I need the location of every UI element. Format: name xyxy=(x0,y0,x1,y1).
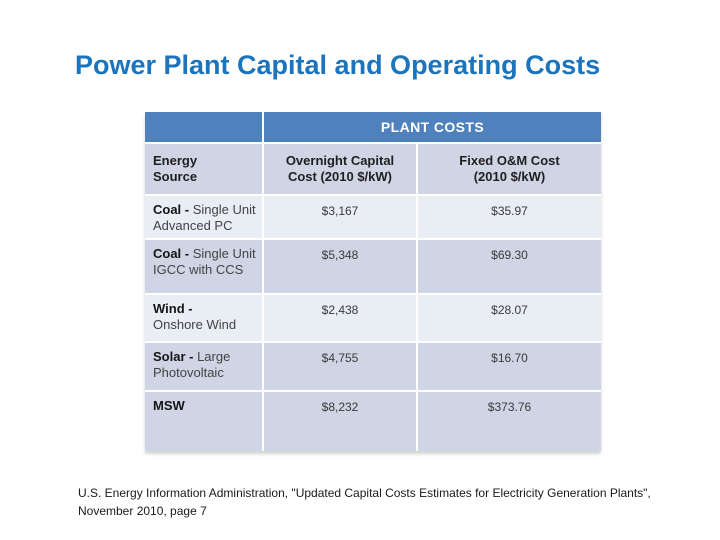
row-label-bold: Coal - xyxy=(153,202,190,217)
row-label-rest: Single Unit Advanced PC xyxy=(153,202,256,234)
column-header-om-cost: Fixed O&M Cost (2010 $/kW) xyxy=(418,144,601,194)
row-label-bold: Solar - xyxy=(153,349,194,364)
om-cost-coal-igcc-ccs: $69.30 xyxy=(418,240,601,293)
row-label-solar-large-pv: Solar - Large Photovoltaic xyxy=(145,343,262,390)
slide-title: Power Plant Capital and Operating Costs xyxy=(75,50,601,80)
row-label-wind-onshore: Wind - Onshore Wind xyxy=(145,295,262,341)
capital-cost-msw: $8,232 xyxy=(264,392,416,451)
row-label-rest: Single Unit IGCC with CCS xyxy=(153,246,256,278)
column-header-capital-cost: Overnight Capital Cost (2010 $/kW) xyxy=(264,144,416,194)
source-citation: U.S. Energy Information Administration, … xyxy=(78,486,651,518)
om-cost-wind-onshore: $28.07 xyxy=(418,295,601,341)
row-label-bold: Coal - xyxy=(153,246,190,261)
plant-costs-table: PLANT COSTS Energy Source Overnight Capi… xyxy=(145,112,601,451)
row-label-rest: Large Photovoltaic xyxy=(153,349,231,381)
om-cost-msw: $373.76 xyxy=(418,392,601,451)
row-label-bold: Wind - xyxy=(153,301,193,316)
capital-cost-wind-onshore: $2,438 xyxy=(264,295,416,341)
capital-cost-solar-large-pv: $4,755 xyxy=(264,343,416,390)
capital-cost-coal-igcc-ccs: $5,348 xyxy=(264,240,416,293)
row-label-coal-igcc-ccs: Coal - Single Unit IGCC with CCS xyxy=(145,240,262,293)
row-label-rest: Onshore Wind xyxy=(153,317,237,333)
column-header-energy-source: Energy Source xyxy=(145,144,262,194)
om-cost-solar-large-pv: $16.70 xyxy=(418,343,601,390)
capital-cost-coal-advanced-pc: $3,167 xyxy=(264,196,416,238)
row-label-msw: MSW xyxy=(145,392,262,451)
om-cost-coal-advanced-pc: $35.97 xyxy=(418,196,601,238)
banner-empty-cell xyxy=(145,112,262,142)
row-label-bold: MSW xyxy=(153,398,185,413)
row-label-coal-advanced-pc: Coal - Single Unit Advanced PC xyxy=(145,196,262,238)
banner-plant-costs: PLANT COSTS xyxy=(264,112,601,142)
